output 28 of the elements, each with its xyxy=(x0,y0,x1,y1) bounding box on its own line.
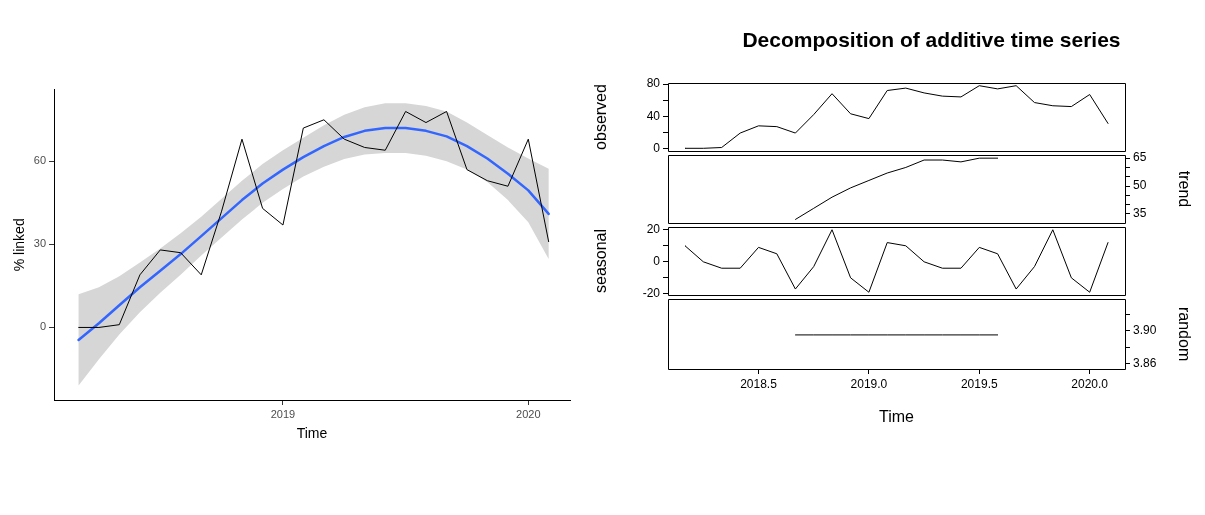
y2-tick-label: 3.86 xyxy=(1133,355,1157,370)
y2-axis-title: random xyxy=(1175,306,1193,362)
x-tick-label: 2019.0 xyxy=(850,376,888,391)
y-tick-label: 0 xyxy=(39,320,47,333)
y-axis-title: observed xyxy=(592,84,610,150)
x-tick-label: 2018.5 xyxy=(740,376,778,391)
y-tick-label: 0 xyxy=(653,140,661,155)
y2-tick-label: 65 xyxy=(1133,150,1147,165)
x-tick-label: 2020.0 xyxy=(1071,376,1109,391)
y-tick-label: 80 xyxy=(646,76,661,91)
x-axis-title: Time xyxy=(296,425,328,442)
y-axis-title: % linked xyxy=(11,218,28,272)
y-tick-label: -20 xyxy=(642,286,661,301)
y-tick-label: 0 xyxy=(653,254,661,269)
x-axis-title: Time xyxy=(879,407,915,425)
x-tick-label: 2019.5 xyxy=(960,376,998,391)
y2-tick-label: 35 xyxy=(1133,206,1147,221)
x-tick-label: 2020 xyxy=(516,407,541,420)
y-axis-title: seasonal xyxy=(592,228,610,294)
y-tick-label: 20 xyxy=(646,222,661,237)
y2-tick-label: 3.90 xyxy=(1133,323,1157,338)
y-tick-label: 60 xyxy=(33,154,47,167)
y-tick-label: 30 xyxy=(33,237,47,250)
x-tick-label: 2019 xyxy=(270,407,296,420)
y-tick-label: 40 xyxy=(646,108,661,123)
y2-axis-title: trend xyxy=(1175,170,1193,208)
chart-title: Decomposition of additive time series xyxy=(741,27,1122,53)
y2-tick-label: 50 xyxy=(1133,178,1147,193)
